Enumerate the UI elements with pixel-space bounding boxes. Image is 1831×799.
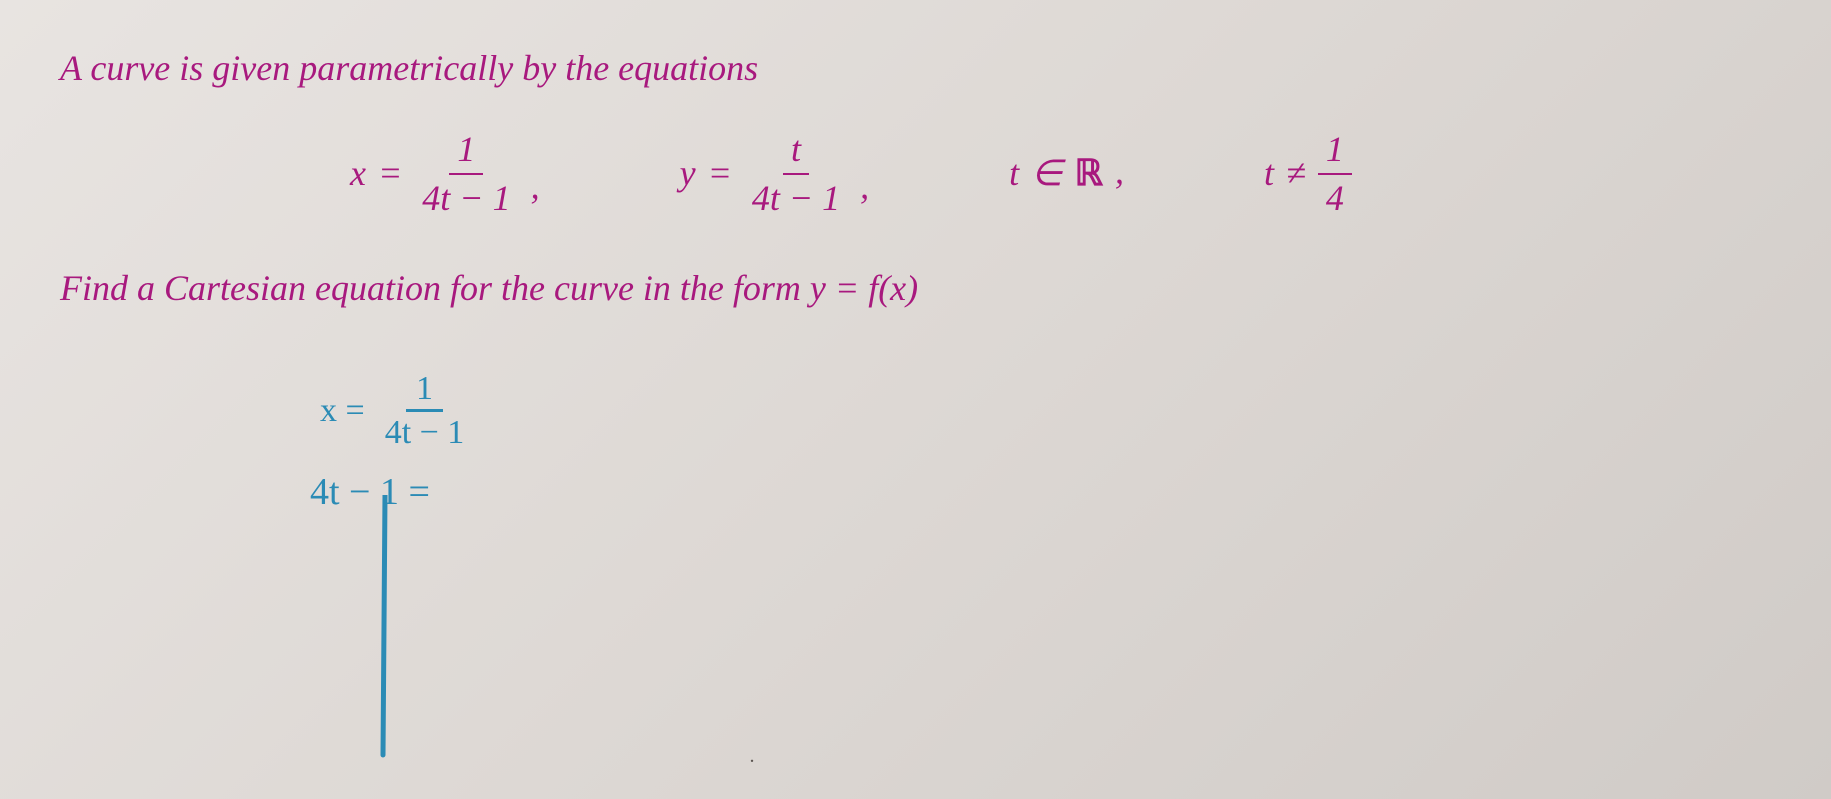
eq-y-lhs: y [680, 145, 696, 203]
eq-x-equals: = [378, 145, 402, 203]
eq-x-fraction: 1 4t − 1 [414, 128, 518, 220]
domain-in: ∈ [1031, 145, 1062, 203]
equation-y: y = t 4t − 1 , [680, 128, 870, 220]
eq-x-lhs: x [350, 145, 366, 203]
comma-1: , [531, 158, 540, 216]
hw-line1-fraction: 1 4t − 1 [379, 370, 471, 452]
hw-line1-lhs: x = [320, 392, 365, 430]
comma-3: , [1115, 143, 1124, 201]
eq-x-numerator: 1 [449, 128, 483, 175]
handwriting-vertical-stroke [375, 495, 395, 770]
domain-var: t [1009, 145, 1019, 203]
equations-row: x = 1 4t − 1 , y = t 4t − 1 , t ∈ ℝ , t … [350, 128, 1771, 220]
eq-x-denominator: 4t − 1 [414, 175, 518, 220]
handwriting-line-2: 4t − 1 = [310, 470, 430, 514]
hw-line1-den: 4t − 1 [379, 412, 471, 451]
restriction-neq: ≠ [1286, 145, 1306, 203]
equation-x: x = 1 4t − 1 , [350, 128, 540, 220]
find-text: Find a Cartesian equation for the curve … [60, 260, 1771, 318]
restriction-t: t ≠ 1 4 [1264, 128, 1352, 220]
hw-line1-num: 1 [406, 370, 443, 412]
handwriting-line-1: x = 1 4t − 1 [320, 370, 470, 452]
eq-y-equals: = [708, 145, 732, 203]
domain-t: t ∈ ℝ , [1009, 143, 1124, 205]
restriction-fraction: 1 4 [1318, 128, 1352, 220]
stray-dot: . [750, 745, 755, 768]
restriction-var: t [1264, 145, 1274, 203]
eq-y-numerator: t [783, 128, 809, 175]
domain-set: ℝ [1075, 145, 1104, 203]
comma-2: , [860, 158, 869, 216]
restriction-numerator: 1 [1318, 128, 1352, 175]
eq-y-denominator: 4t − 1 [744, 175, 848, 220]
problem-statement: A curve is given parametrically by the e… [60, 40, 1771, 318]
eq-y-fraction: t 4t − 1 [744, 128, 848, 220]
intro-text: A curve is given parametrically by the e… [60, 40, 1771, 98]
restriction-denominator: 4 [1318, 175, 1352, 220]
